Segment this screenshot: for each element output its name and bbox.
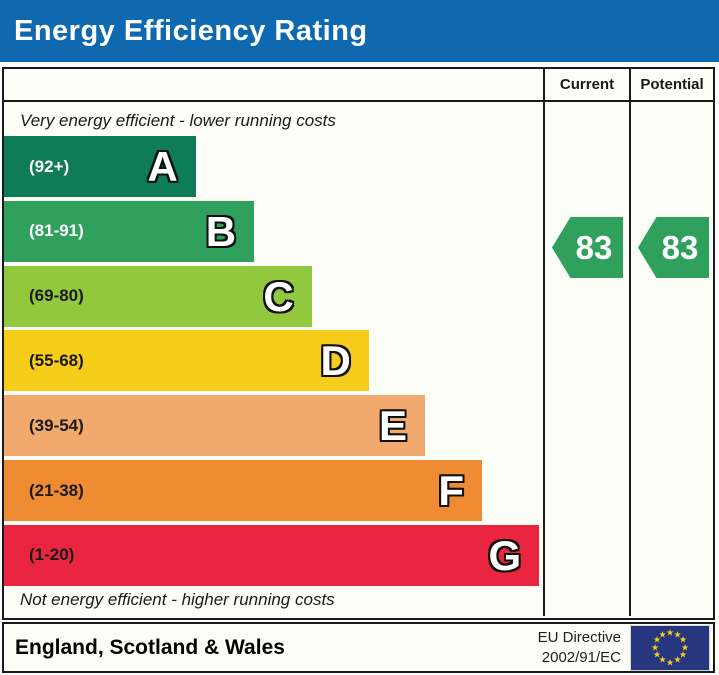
band-e: (39-54) E: [4, 395, 425, 457]
current-column-header: Current: [559, 76, 615, 93]
header-divider: [545, 100, 629, 102]
eu-star-icon: ★: [652, 649, 662, 660]
chart-header-empty-cell: [4, 69, 543, 100]
band-range-label: (39-54): [29, 415, 84, 435]
column-divider: [543, 102, 545, 616]
column-divider: [629, 102, 631, 616]
band-range-label: (69-80): [29, 286, 84, 306]
page-title: Energy Efficiency Rating: [14, 14, 368, 47]
band-letter: D: [320, 337, 351, 385]
band-range-label: (55-68): [29, 350, 84, 370]
potential-cell: 83: [631, 102, 713, 616]
footer-bar: England, Scotland & Wales EU Directive 2…: [2, 622, 715, 673]
eu-star-icon: ★: [678, 634, 688, 645]
eu-flag-icon: ★ ★ ★ ★ ★ ★ ★ ★ ★ ★ ★ ★: [631, 625, 709, 670]
header-divider: [631, 100, 713, 102]
band-letter: B: [205, 207, 237, 255]
title-bar: Energy Efficiency Rating: [0, 0, 719, 62]
band-range-label: (1-20): [29, 545, 75, 565]
eu-star-icon: ★: [652, 634, 662, 645]
eu-star-icon: ★: [658, 654, 667, 665]
eu-directive-label: EU Directive 2002/91/EC: [538, 628, 621, 667]
bands: (92+) A (81-91) B (69-80) C (55-68) D (39-54) E (2…: [4, 136, 543, 586]
current-cell: 83: [545, 102, 629, 616]
eu-star-icon: ★: [678, 649, 688, 660]
band-d: (55-68) D: [4, 330, 369, 392]
header-divider: [4, 100, 543, 102]
band-a: (92+) A: [4, 136, 196, 197]
eu-directive-line2: 2002/91/EC: [541, 648, 621, 666]
band-letter: G: [488, 531, 522, 579]
band-c: (69-80) C: [4, 265, 312, 327]
eu-star-icon: ★: [665, 627, 675, 637]
band-range-label: (81-91): [29, 221, 84, 241]
band-letter: A: [147, 143, 178, 190]
eu-star-icon: ★: [673, 654, 682, 665]
band-letter: F: [438, 467, 465, 515]
eu-star-icon: ★: [658, 629, 667, 639]
band-b: (81-91) B: [4, 200, 255, 262]
header-divider: [543, 100, 545, 102]
eu-star-icon: ★: [673, 629, 682, 639]
current-rating-arrow: 83: [552, 217, 623, 278]
band-chart-area: Very energy efficient - lower running co…: [4, 102, 543, 616]
rating-table: Current Potential Very energy efficient …: [2, 67, 715, 620]
top-note: Very energy efficient - lower running co…: [20, 111, 336, 130]
column-divider: [543, 69, 545, 100]
band-g: (1-20) G: [4, 524, 540, 586]
band-letter: C: [263, 272, 294, 320]
band-letter: E: [378, 402, 407, 450]
band-range-label: (21-38): [29, 480, 84, 500]
eu-star-icon: ★: [680, 642, 690, 652]
column-divider: [629, 69, 631, 100]
potential-column-header: Potential: [640, 76, 704, 93]
eu-directive-line1: EU Directive: [537, 629, 621, 646]
bottom-note: Not energy efficient - higher running co…: [20, 590, 335, 609]
header-divider: [629, 100, 631, 102]
eu-star-icon: ★: [650, 642, 660, 652]
band-range-label: (92+): [29, 156, 70, 176]
eu-star-icon: ★: [665, 657, 675, 667]
potential-rating-arrow: 83: [638, 217, 709, 278]
footer-region-label: England, Scotland & Wales: [15, 635, 285, 659]
band-f: (21-38) F: [4, 460, 483, 522]
